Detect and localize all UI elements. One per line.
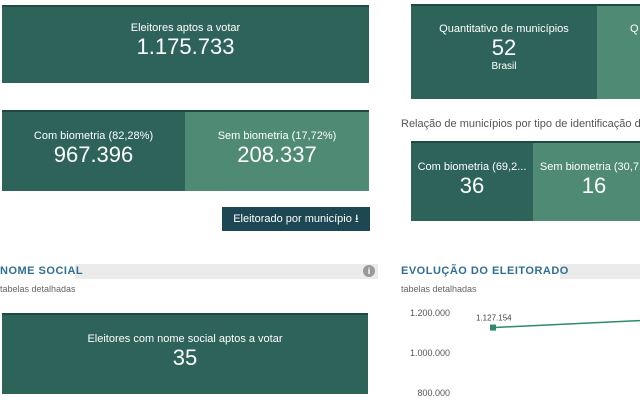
tile-label: Q (630, 23, 639, 35)
section-bar (560, 264, 640, 279)
eleitorado-por-municipio-button[interactable]: Eleitorado por município ⭳ (222, 207, 370, 231)
section-title-evolucao: EVOLUÇÃO DO ELEITORADO (401, 265, 569, 277)
municipios-tile: Quantitativo de municípios 52 Brasil (411, 4, 597, 99)
nome-social-tile: Eleitores com nome social aptos a votar … (2, 313, 368, 394)
tile-value: 35 (172, 345, 198, 370)
next-tile: Q (597, 4, 640, 99)
tile-label: Sem biometria (17,72%) (217, 130, 337, 142)
tile-value: 16 (581, 173, 607, 198)
tile-value: 208.337 (237, 142, 317, 167)
info-icon[interactable]: i (363, 265, 375, 277)
tile-label: Com biometria (69,2... (417, 161, 527, 173)
sem-biometria-tile: Sem biometria (17,72%) 208.337 (185, 110, 369, 191)
data-point[interactable] (490, 324, 496, 331)
tile-label: Eleitores com nome social aptos a votar (87, 333, 283, 345)
y-tick-label: 1.200.000 (409, 308, 450, 318)
series-line (492, 319, 640, 329)
y-tick-label: 1.000.000 (409, 348, 450, 358)
tile-label: Eleitores aptos a votar (130, 22, 241, 34)
section-title-nome-social: NOME SOCIAL (0, 265, 84, 277)
button-label: Eleitorado por município (233, 213, 352, 225)
tile-scope: Brasil (491, 61, 517, 72)
y-tick-label: 800.000 (417, 388, 450, 398)
tile-value: 967.396 (53, 142, 134, 167)
tile-label: Quantitativo de municípios (439, 23, 569, 35)
data-label: 1.127.154 (476, 314, 512, 323)
tile-value: 36 (459, 173, 485, 198)
section-subtitle[interactable]: tabelas detalhadas (401, 284, 477, 294)
com-biometria-tile: Com biometria (82,28%) 967.396 (2, 110, 185, 191)
section-subtitle[interactable]: tabelas detalhadas (0, 284, 76, 294)
eleitores-aptos-tile: Eleitores aptos a votar 1.175.733 (2, 5, 369, 83)
relacao-text: Relação de municípios por tipo de identi… (401, 118, 640, 130)
tile-value: 1.175.733 (136, 34, 235, 59)
download-icon: ⭳ (354, 213, 359, 225)
tile-label: Sem biometria (30,7... (539, 161, 640, 173)
tipo-com-biometria-tile: Com biometria (69,2... 36 (411, 141, 533, 221)
section-bar (75, 264, 378, 279)
tile-value: 52 (491, 35, 517, 60)
tipo-sem-biometria-tile: Sem biometria (30,7... 16 (533, 141, 640, 221)
tile-label: Com biometria (82,28%) (33, 130, 154, 142)
